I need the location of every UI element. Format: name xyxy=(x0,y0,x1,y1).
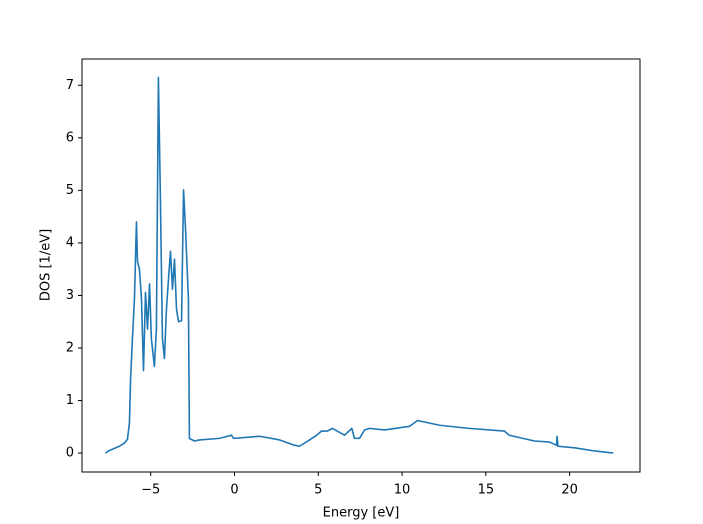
x-tick-label: 10 xyxy=(394,483,411,498)
x-tick-label: 5 xyxy=(314,483,322,498)
y-tick-label: 7 xyxy=(66,78,74,93)
y-tick-label: 6 xyxy=(66,130,74,145)
y-axis-label: DOS [1/eV] xyxy=(39,229,54,301)
y-tick-label: 2 xyxy=(66,340,74,355)
x-tick-label: 15 xyxy=(478,483,495,498)
y-tick-label: 4 xyxy=(66,235,74,250)
y-tick-label: 0 xyxy=(66,446,74,461)
x-tick-label: 20 xyxy=(561,483,578,498)
x-tick-label: −5 xyxy=(141,483,160,498)
y-tick-label: 5 xyxy=(66,183,74,198)
y-tick-label: 1 xyxy=(66,393,74,408)
x-axis-label: Energy [eV] xyxy=(323,506,400,521)
plot-frame xyxy=(81,58,641,473)
data-line xyxy=(105,76,614,454)
x-tick-label: 0 xyxy=(230,483,238,498)
y-tick-label: 3 xyxy=(66,288,74,303)
